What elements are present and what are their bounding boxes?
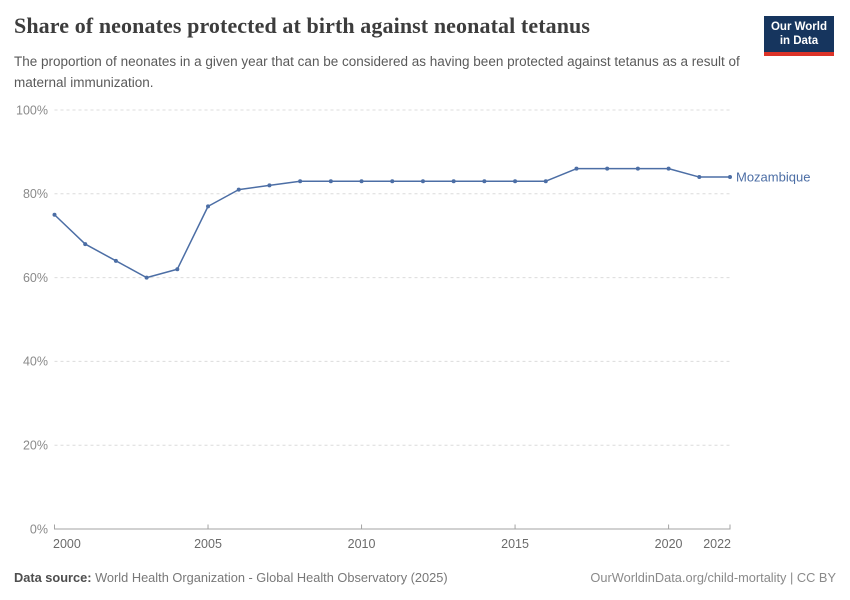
data-point[interactable] bbox=[236, 187, 241, 192]
data-point[interactable] bbox=[113, 258, 118, 263]
y-tick-label: 20% bbox=[23, 439, 48, 453]
data-point[interactable] bbox=[328, 179, 333, 184]
y-tick-label: 80% bbox=[23, 187, 48, 201]
owid-logo-text-line1: Our World bbox=[770, 21, 827, 33]
data-point[interactable] bbox=[543, 179, 548, 184]
y-tick-label: 60% bbox=[23, 271, 48, 285]
chart-subtitle: The proportion of neonates in a given ye… bbox=[14, 54, 740, 90]
data-source-label: Data source: bbox=[14, 570, 92, 585]
chart-title: Share of neonates protected at birth aga… bbox=[14, 13, 591, 38]
data-point[interactable] bbox=[697, 175, 702, 180]
data-point[interactable] bbox=[451, 179, 456, 184]
data-point[interactable] bbox=[267, 183, 272, 188]
data-point[interactable] bbox=[605, 166, 610, 171]
y-tick-label: 40% bbox=[23, 355, 48, 369]
attribution-link[interactable]: OurWorldinData.org/child-mortality | CC … bbox=[590, 570, 836, 585]
data-point[interactable] bbox=[420, 179, 425, 184]
data-point[interactable] bbox=[298, 179, 303, 184]
data-point[interactable] bbox=[175, 267, 180, 272]
y-tick-label: 0% bbox=[30, 522, 48, 536]
data-point[interactable] bbox=[390, 179, 395, 184]
y-tick-label: 100% bbox=[16, 103, 48, 117]
x-tick-label: 2020 bbox=[655, 537, 683, 551]
data-point[interactable] bbox=[144, 275, 149, 280]
series-line[interactable] bbox=[53, 167, 731, 279]
data-point[interactable] bbox=[574, 166, 579, 171]
data-point[interactable] bbox=[359, 179, 364, 184]
data-point[interactable] bbox=[666, 166, 671, 171]
data-point[interactable] bbox=[206, 204, 211, 209]
data-source-text: World Health Organization - Global Healt… bbox=[91, 570, 448, 585]
data-source-note: Data source: World Health Organization -… bbox=[14, 570, 448, 585]
data-point[interactable] bbox=[482, 179, 487, 184]
data-point[interactable] bbox=[52, 212, 57, 217]
x-tick-label: 2005 bbox=[194, 537, 222, 551]
data-point[interactable] bbox=[513, 179, 518, 184]
data-point[interactable] bbox=[635, 166, 640, 171]
owid-logo-text-line2: in Data bbox=[779, 35, 819, 47]
x-tick-label: 2022 bbox=[703, 537, 731, 551]
data-point[interactable] bbox=[83, 242, 88, 247]
owid-logo[interactable]: Our World in Data bbox=[763, 16, 834, 56]
x-tick-label: 2015 bbox=[501, 537, 529, 551]
x-tick-label: 2010 bbox=[348, 537, 376, 551]
x-tick-label: 2000 bbox=[53, 537, 81, 551]
series-label[interactable]: Mozambique bbox=[736, 170, 810, 185]
data-point[interactable] bbox=[728, 175, 732, 180]
